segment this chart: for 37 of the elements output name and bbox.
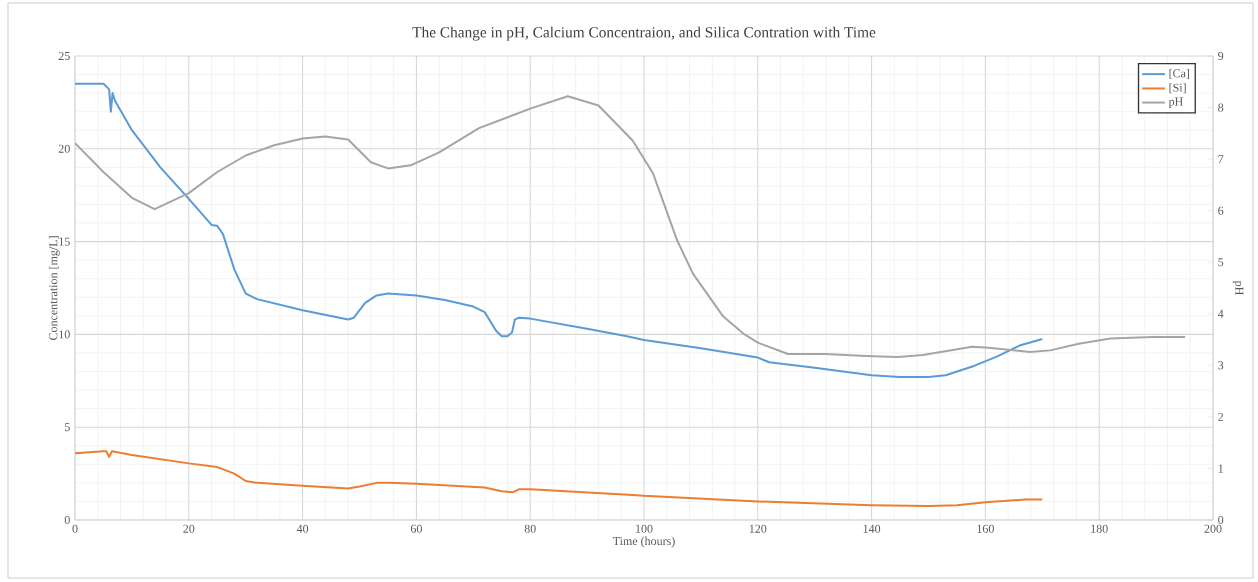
y2-tick-label: 5 (1218, 258, 1224, 267)
x-tick-label: 80 (524, 524, 536, 533)
y-tick-label: 15 (59, 237, 70, 246)
y2-tick-label: 0 (1218, 515, 1224, 525)
x-tick-label: 160 (977, 524, 994, 533)
chart-title: The Change in pH, Calcium Concentraion, and Silica Contration with Time (412, 26, 876, 41)
y2-tick-label: 2 (1218, 412, 1224, 421)
y-tick-label: 25 (58, 51, 70, 61)
x-tick-label: 40 (296, 524, 309, 533)
y2-axis-title: pH (1232, 280, 1244, 295)
y2-tick-label: 1 (1218, 464, 1223, 473)
line-series (75, 450, 1044, 508)
y2-tick-label: 9 (1218, 51, 1224, 61)
y-tick-label: 10 (59, 330, 70, 339)
legend-label: pH (1168, 97, 1183, 109)
y-axis-title: Concentration [mg/L] (48, 236, 60, 340)
y2-tick-label: 7 (1218, 155, 1224, 164)
y2-tick-label: 8 (1218, 103, 1224, 112)
legend-label: [Ca] (1169, 68, 1190, 79)
x-tick-label: 20 (183, 524, 195, 533)
x-tick-label: 60 (410, 524, 422, 533)
x-tick-label: 200 (1204, 524, 1222, 533)
y-tick-label: 5 (64, 423, 70, 432)
x-tick-label: 120 (749, 524, 767, 533)
y2-tick-label: 6 (1218, 206, 1224, 215)
x-tick-label: 100 (636, 524, 653, 533)
line-series (75, 82, 1044, 379)
x-tick-label: 180 (1091, 524, 1108, 533)
line-series (75, 95, 1187, 359)
y-tick-label: 20 (58, 144, 70, 153)
y2-tick-label: 4 (1217, 309, 1224, 318)
x-axis-title: Time (hours) (612, 536, 675, 548)
x-tick-label: 0 (72, 524, 78, 533)
y-tick-label: 0 (64, 515, 70, 525)
y2-tick-label: 3 (1218, 361, 1224, 370)
x-tick-label: 140 (863, 524, 881, 533)
legend-label: [Si] (1169, 83, 1186, 94)
